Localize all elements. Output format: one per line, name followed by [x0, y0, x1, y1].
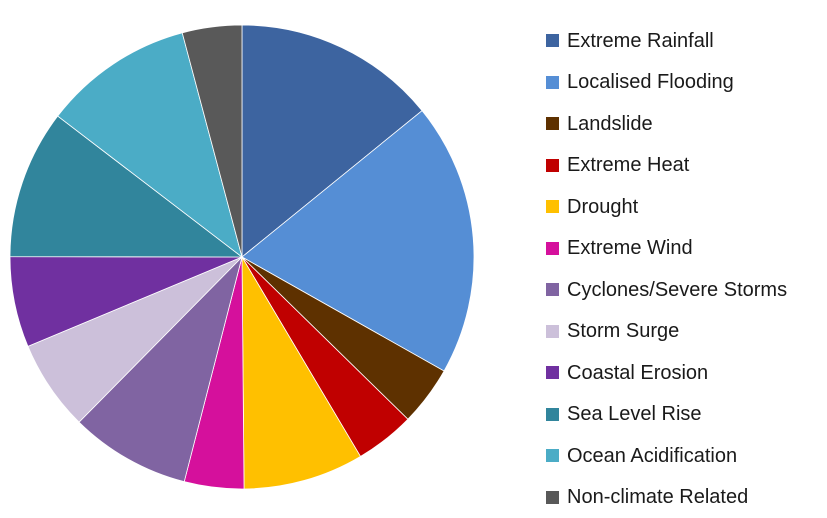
- legend-swatch: [546, 76, 559, 89]
- legend-label: Coastal Erosion: [567, 363, 708, 383]
- legend-label: Non-climate Related: [567, 487, 748, 507]
- legend-label: Extreme Rainfall: [567, 31, 714, 51]
- legend-swatch: [546, 325, 559, 338]
- legend-swatch: [546, 242, 559, 255]
- legend-swatch: [546, 366, 559, 379]
- legend-swatch: [546, 159, 559, 172]
- legend-label: Storm Surge: [567, 321, 679, 341]
- legend-item-localised-flooding: Localised Flooding: [546, 62, 787, 104]
- legend-swatch: [546, 449, 559, 462]
- legend-item-extreme-heat: Extreme Heat: [546, 145, 787, 187]
- legend-swatch: [546, 34, 559, 47]
- legend-item-coastal-erosion: Coastal Erosion: [546, 352, 787, 394]
- legend-label: Landslide: [567, 114, 653, 134]
- legend-item-drought: Drought: [546, 186, 787, 228]
- legend-item-non-climate-related: Non-climate Related: [546, 477, 787, 518]
- legend-swatch: [546, 200, 559, 213]
- legend-label: Localised Flooding: [567, 72, 734, 92]
- legend-item-ocean-acidification: Ocean Acidification: [546, 435, 787, 477]
- legend-label: Extreme Wind: [567, 238, 693, 258]
- pie-chart: [0, 0, 500, 497]
- legend-item-sea-level-rise: Sea Level Rise: [546, 394, 787, 436]
- legend-label: Drought: [567, 197, 638, 217]
- legend-swatch: [546, 491, 559, 504]
- legend-item-extreme-wind: Extreme Wind: [546, 228, 787, 270]
- legend-swatch: [546, 408, 559, 421]
- legend-item-cyclones-severe-storms: Cyclones/Severe Storms: [546, 269, 787, 311]
- legend-label: Ocean Acidification: [567, 446, 737, 466]
- legend-label: Cyclones/Severe Storms: [567, 280, 787, 300]
- legend-swatch: [546, 117, 559, 130]
- legend-item-extreme-rainfall: Extreme Rainfall: [546, 20, 787, 62]
- legend-item-landslide: Landslide: [546, 103, 787, 145]
- legend-label: Extreme Heat: [567, 155, 689, 175]
- legend-swatch: [546, 283, 559, 296]
- legend-item-storm-surge: Storm Surge: [546, 311, 787, 353]
- legend: Extreme Rainfall Localised Flooding Landsl…: [546, 20, 787, 518]
- legend-label: Sea Level Rise: [567, 404, 702, 424]
